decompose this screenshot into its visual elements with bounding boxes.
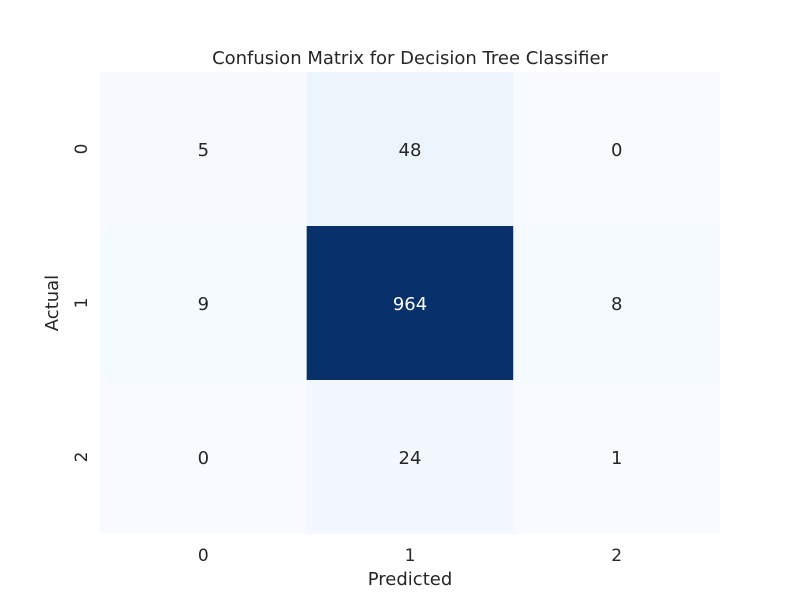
x-tick-label-1: 1 [405,546,416,566]
heatmap-cell-r1-c1 [306,226,514,380]
cell-value-r0-c0: 5 [198,140,209,161]
heatmap-cell-r1-c0 [100,226,307,380]
y-tick-label-1: 1 [72,298,92,309]
heatmap-cell-r2-c0 [100,380,307,534]
x-axis-label: Predicted [368,569,453,590]
cell-value-r0-c1: 48 [399,140,422,161]
x-tick-label-0: 0 [198,546,209,566]
heatmap-cells [100,72,720,534]
heatmap-cell-r0-c1 [306,72,514,226]
cell-value-r2-c1: 24 [399,448,422,469]
y-axis-ticks: 0 1 2 [72,144,92,463]
cell-value-r2-c2: 1 [611,448,622,469]
cell-value-r1-c2: 8 [611,294,622,315]
heatmap-cell-labels: 5 48 0 9 964 8 0 24 1 [198,140,623,469]
heatmap-cell-r1-c2 [513,226,720,380]
heatmap-cell-r2-c1 [306,380,514,534]
heatmap-cell-r0-c2 [513,72,720,226]
x-tick-label-2: 2 [611,546,622,566]
y-axis-label: Actual [42,275,63,331]
cell-value-r1-c0: 9 [198,294,209,315]
chart-title: Confusion Matrix for Decision Tree Class… [212,48,608,69]
cell-value-r0-c2: 0 [611,140,622,161]
cell-value-r2-c0: 0 [198,448,209,469]
x-axis-ticks: 0 1 2 [198,546,622,566]
y-tick-label-2: 2 [72,452,92,463]
heatmap-cell-r0-c0 [100,72,307,226]
y-tick-label-0: 0 [72,144,92,155]
cell-value-r1-c1: 964 [393,294,427,315]
heatmap-cell-r2-c2 [513,380,720,534]
